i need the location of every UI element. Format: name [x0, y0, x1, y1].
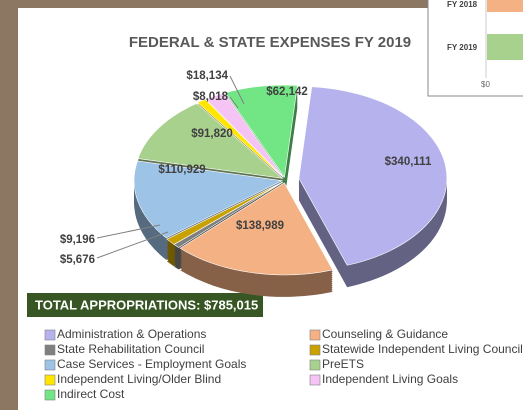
legend-swatch — [44, 329, 56, 341]
legend-label: Independent Living/Older Blind — [57, 372, 221, 386]
slice — [205, 92, 284, 178]
legend-label: Counseling & Guidance — [322, 327, 448, 341]
data-label: $5,676 — [60, 254, 95, 266]
pie — [96, 75, 448, 297]
inset-chart: FY 2018 FY 2019 $0 — [427, 0, 523, 97]
data-label: $91,820 — [191, 128, 233, 140]
leader-line — [96, 231, 169, 259]
legend-swatch — [44, 374, 56, 386]
data-label: $62,142 — [266, 86, 308, 98]
legend-label: PreETS — [322, 357, 364, 371]
inset-bar — [487, 0, 523, 12]
legend-swatch — [309, 374, 321, 386]
data-label: $340,111 — [385, 156, 432, 168]
legend-label: Indirect Cost — [57, 387, 125, 401]
legend-swatch — [309, 329, 321, 341]
legend-label: Independent Living Goals — [322, 372, 458, 386]
data-label: $110,929 — [158, 164, 205, 176]
legend-swatch — [309, 344, 321, 356]
inset-label: FY 2018 — [447, 0, 478, 9]
slice — [133, 160, 284, 239]
slice — [166, 181, 283, 245]
total-text: TOTAL APPROPRIATIONS: $785,015 — [35, 297, 258, 312]
data-label: $18,134 — [186, 70, 228, 82]
inset-label: FY 2019 — [447, 43, 478, 52]
inset-axis-label: $0 — [481, 80, 490, 89]
slice — [225, 84, 298, 178]
slice — [179, 182, 334, 276]
legend-swatch — [44, 359, 56, 371]
legend-swatch — [309, 359, 321, 371]
inset-bar — [487, 34, 523, 60]
leader-line — [229, 75, 245, 105]
legend-label: Statewide Independent Living Council — [322, 342, 523, 356]
data-label: $138,989 — [236, 220, 284, 232]
legend-label: Case Services - Employment Goals — [57, 357, 246, 371]
slice — [196, 98, 284, 178]
data-label: $9,196 — [60, 234, 95, 246]
legend-swatch — [44, 344, 56, 356]
slice — [298, 86, 448, 266]
slice — [137, 103, 284, 179]
data-label: $8,018 — [193, 91, 229, 103]
leader-line — [96, 224, 161, 239]
chart-title: FEDERAL & STATE EXPENSES FY 2019 — [129, 34, 411, 51]
legend-swatch — [44, 389, 56, 401]
legend-label: State Rehabilitation Council — [57, 342, 204, 356]
leader-line — [229, 96, 239, 109]
total-banner — [27, 293, 263, 317]
legend-label: Administration & Operations — [57, 327, 206, 341]
